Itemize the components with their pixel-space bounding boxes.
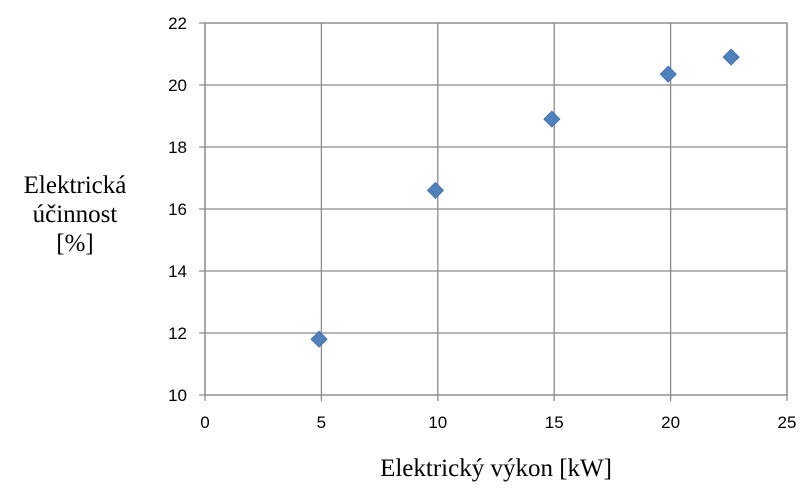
x-tick-label: 20 bbox=[661, 413, 680, 432]
y-axis-title-line-1: Elektrická bbox=[24, 172, 127, 199]
y-tick-label: 22 bbox=[168, 14, 187, 33]
y-axis-tick-labels: 10 12 14 16 18 20 22 bbox=[168, 14, 187, 405]
y-axis-title-line-3: [%] bbox=[56, 230, 93, 257]
data-point-3 bbox=[543, 110, 561, 128]
x-tick-label: 10 bbox=[428, 413, 447, 432]
data-point-2 bbox=[426, 181, 445, 199]
y-tick-label: 14 bbox=[168, 262, 187, 281]
y-tick-label: 10 bbox=[168, 386, 187, 405]
grid-lines bbox=[199, 22, 788, 401]
data-point-5 bbox=[722, 48, 740, 66]
y-tick-label: 18 bbox=[168, 138, 187, 157]
y-tick-label: 20 bbox=[168, 76, 187, 95]
x-axis-title: Elektrický výkon [kW] bbox=[380, 455, 612, 482]
x-tick-label: 15 bbox=[545, 413, 564, 432]
x-tick-label: 5 bbox=[317, 413, 326, 432]
x-tick-label: 25 bbox=[778, 413, 797, 432]
data-point-1 bbox=[310, 330, 328, 348]
x-tick-label: 0 bbox=[200, 413, 209, 432]
y-axis-title-line-2: účinnost bbox=[33, 201, 118, 228]
data-point-4 bbox=[659, 65, 677, 83]
y-tick-label: 16 bbox=[168, 200, 187, 219]
x-axis-tick-labels: 0 5 10 15 20 25 bbox=[200, 413, 796, 432]
plot-area-frame bbox=[204, 22, 788, 396]
y-tick-label: 12 bbox=[168, 324, 187, 343]
data-points bbox=[310, 48, 740, 348]
